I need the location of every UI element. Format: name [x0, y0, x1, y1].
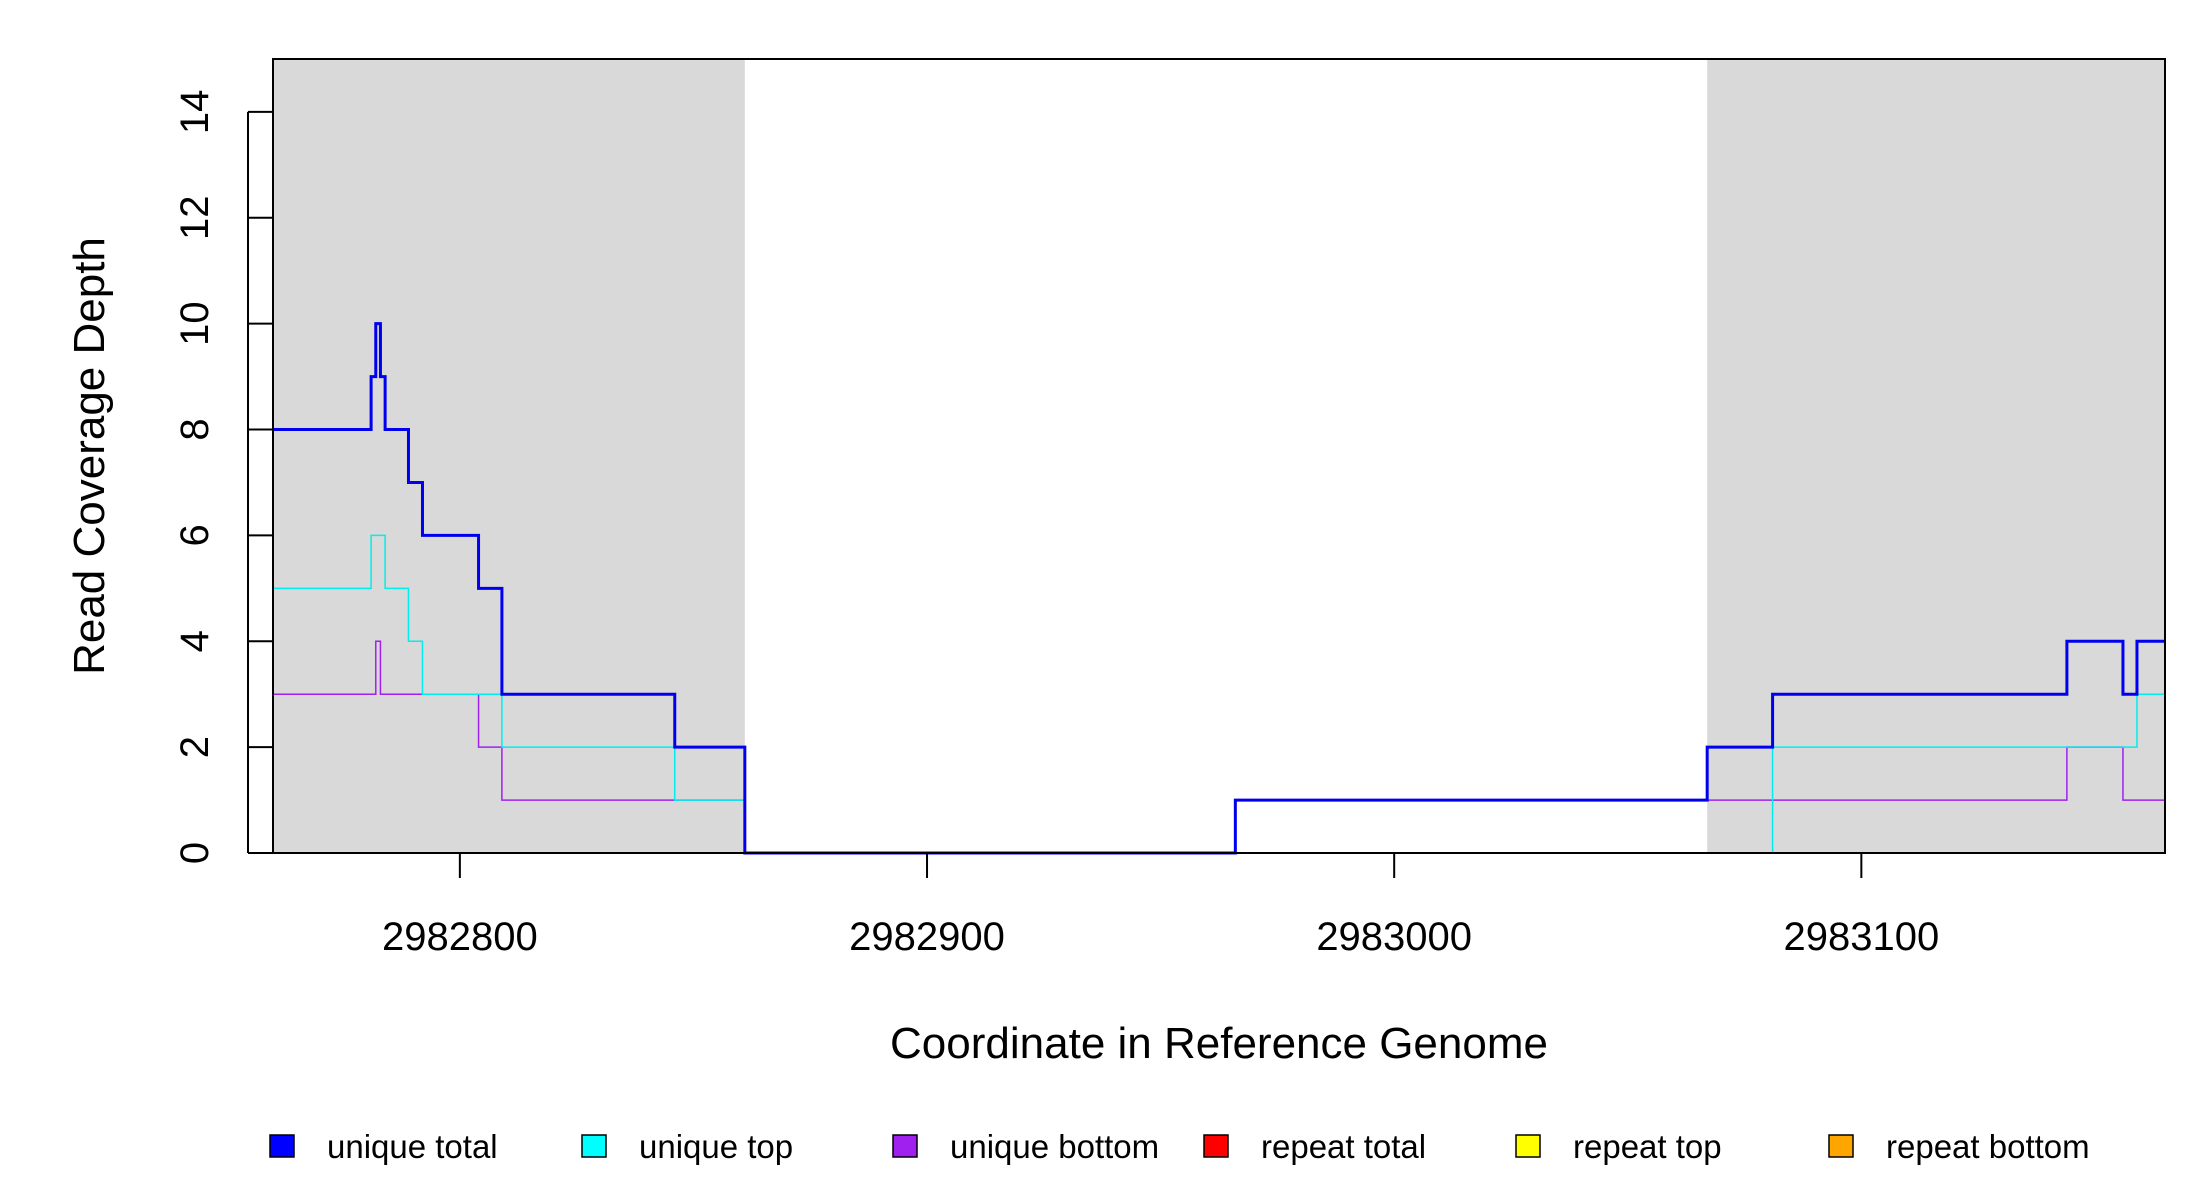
legend-swatch: [269, 1134, 295, 1158]
legend-label: unique total: [327, 1128, 498, 1165]
y-tick-label: 0: [173, 842, 217, 864]
x-axis-label: Coordinate in Reference Genome: [890, 1019, 1548, 1068]
legend: unique total unique top unique bottom repea…: [269, 1128, 2090, 1165]
legend-item-repeat-top: repeat top: [1515, 1128, 1722, 1165]
legend-swatch: [1828, 1134, 1854, 1158]
y-tick-label: 2: [173, 736, 217, 758]
legend-item-repeat-bottom: repeat bottom: [1828, 1128, 2090, 1165]
legend-item-unique-bottom: unique bottom: [892, 1128, 1159, 1165]
legend-item-unique-total: unique total: [269, 1128, 498, 1165]
series-unique-total: [273, 322, 2165, 855]
y-tick-label: 12: [173, 196, 217, 241]
x-tick-label: 2983000: [1316, 915, 1472, 959]
x-tick-label: 2982800: [382, 915, 538, 959]
legend-label: unique bottom: [950, 1128, 1159, 1165]
legend-swatch: [1203, 1134, 1229, 1158]
legend-item-unique-top: unique top: [581, 1128, 793, 1165]
y-tick-label: 10: [173, 301, 217, 346]
y-axis: 0 2 4 6 8 10 12 14: [173, 90, 273, 864]
y-tick-label: 14: [173, 90, 217, 135]
x-tick-label: 2982900: [849, 915, 1005, 959]
legend-label: repeat bottom: [1886, 1128, 2090, 1165]
legend-label: unique top: [639, 1128, 793, 1165]
y-axis-label: Read Coverage Depth: [65, 237, 114, 675]
x-axis: 2982800 2982900 2983000 2983100: [273, 852, 2165, 959]
legend-swatch: [892, 1134, 918, 1158]
legend-label: repeat top: [1573, 1128, 1722, 1165]
shaded-region-1: [273, 59, 745, 853]
shaded-region-2: [1707, 59, 2165, 853]
y-tick-label: 4: [173, 630, 217, 652]
legend-swatch: [1515, 1134, 1541, 1158]
legend-item-repeat-total: repeat total: [1203, 1128, 1426, 1165]
shaded-regions: [273, 59, 2165, 853]
x-tick-label: 2983100: [1783, 915, 1939, 959]
y-tick-label: 8: [173, 418, 217, 440]
legend-swatch: [581, 1134, 607, 1158]
series-unique-top: [273, 534, 2165, 854]
y-tick-label: 6: [173, 524, 217, 546]
legend-label: repeat total: [1261, 1128, 1426, 1165]
